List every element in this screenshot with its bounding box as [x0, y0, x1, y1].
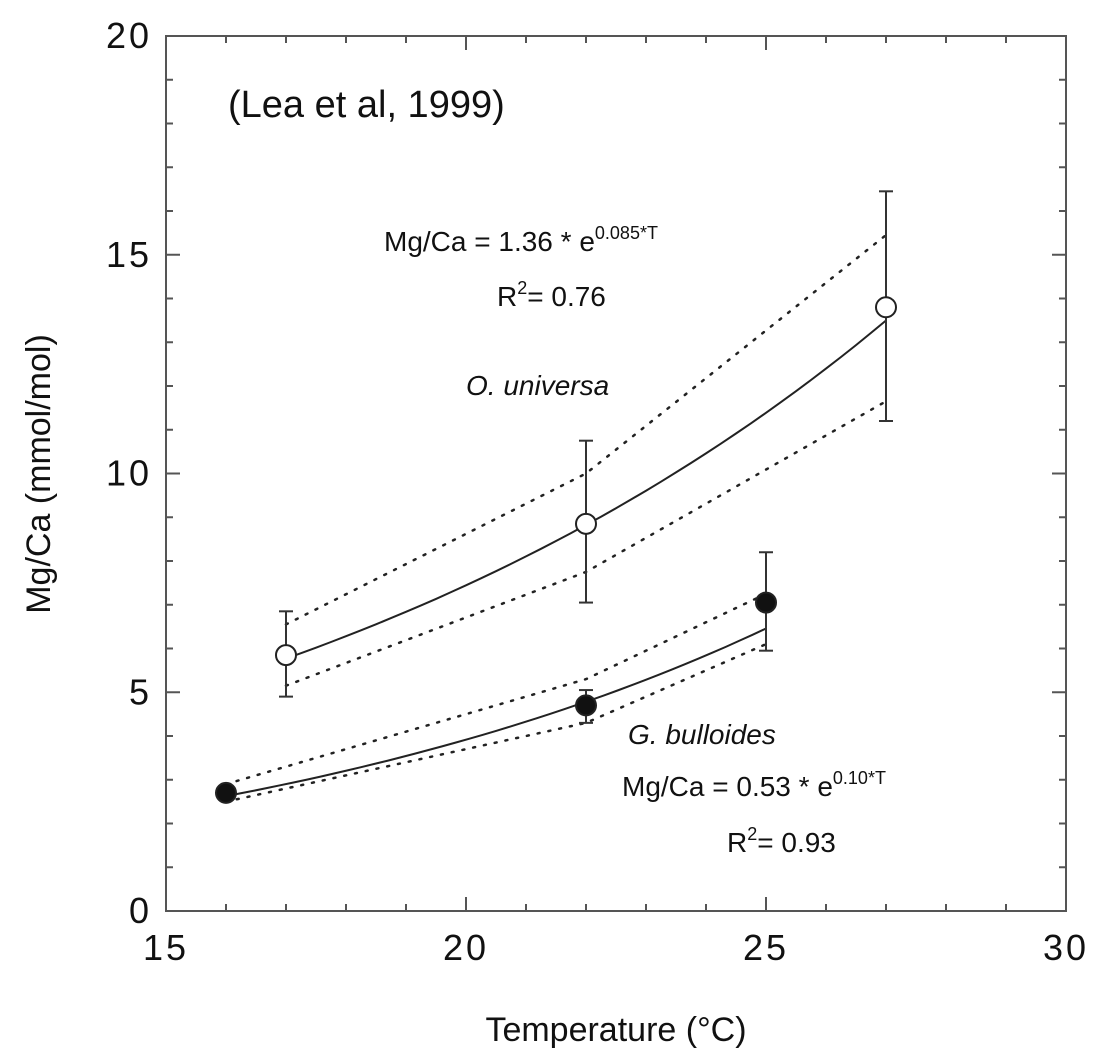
tick-labels: 15 20 25 30 0 5 10 15 20 [106, 15, 1089, 968]
confidence-band-lower-g-bulloides [224, 642, 768, 803]
data-point-o-universa [875, 296, 897, 319]
x-tick-label: 15 [143, 927, 189, 968]
r2-o-universa-value: = 0.76 [527, 281, 606, 312]
equation-o-universa-exponent: 0.085*T [595, 223, 658, 243]
axis-ticks [165, 35, 1067, 912]
data-point-o-universa [275, 644, 297, 667]
y-tick-label: 0 [129, 890, 152, 931]
x-tick-label: 20 [443, 927, 489, 968]
plot-frame [165, 35, 1067, 912]
y-tick-label: 10 [106, 453, 152, 494]
source-note: (Lea et al, 1999) [228, 84, 505, 126]
r2-o-universa-r: R [497, 281, 517, 312]
data-point-g-bulloides [575, 694, 597, 717]
r2-g-bulloides: R2= 0.93 [727, 824, 836, 858]
equation-g-bulloides: Mg/Ca = 0.53 * e0.10*T [622, 768, 886, 802]
species-label-g-bulloides: G. bulloides [628, 719, 776, 750]
x-tick-label: 25 [743, 927, 789, 968]
r2-o-universa-squared: 2 [517, 278, 527, 298]
y-tick-label: 20 [106, 15, 152, 56]
r2-g-bulloides-value: = 0.93 [757, 827, 836, 858]
data-point-o-universa [575, 512, 597, 535]
fit-curve-g-bulloides [225, 627, 767, 798]
plot-area [215, 190, 897, 804]
data-point-g-bulloides [755, 591, 777, 614]
r2-g-bulloides-r: R [727, 827, 747, 858]
data-point-g-bulloides [215, 781, 237, 804]
confidence-band-upper-o-universa [284, 233, 888, 626]
equation-g-bulloides-base: Mg/Ca = 0.53 * e [622, 771, 833, 802]
equation-o-universa: Mg/Ca = 1.36 * e0.085*T [384, 223, 658, 257]
y-tick-label: 5 [129, 671, 152, 712]
species-label-o-universa: O. universa [466, 370, 609, 401]
y-tick-label: 15 [106, 234, 152, 275]
x-tick-label: 30 [1043, 927, 1089, 968]
equation-o-universa-base: Mg/Ca = 1.36 * e [384, 226, 595, 257]
confidence-band-upper-g-bulloides [224, 592, 768, 786]
x-axis-title: Temperature (°C) [485, 1011, 746, 1049]
y-axis-title: Mg/Ca (mmol/mol) [20, 334, 58, 614]
equation-g-bulloides-exponent: 0.10*T [833, 768, 886, 788]
r2-g-bulloides-squared: 2 [747, 824, 757, 844]
r2-o-universa: R2= 0.76 [497, 278, 606, 312]
